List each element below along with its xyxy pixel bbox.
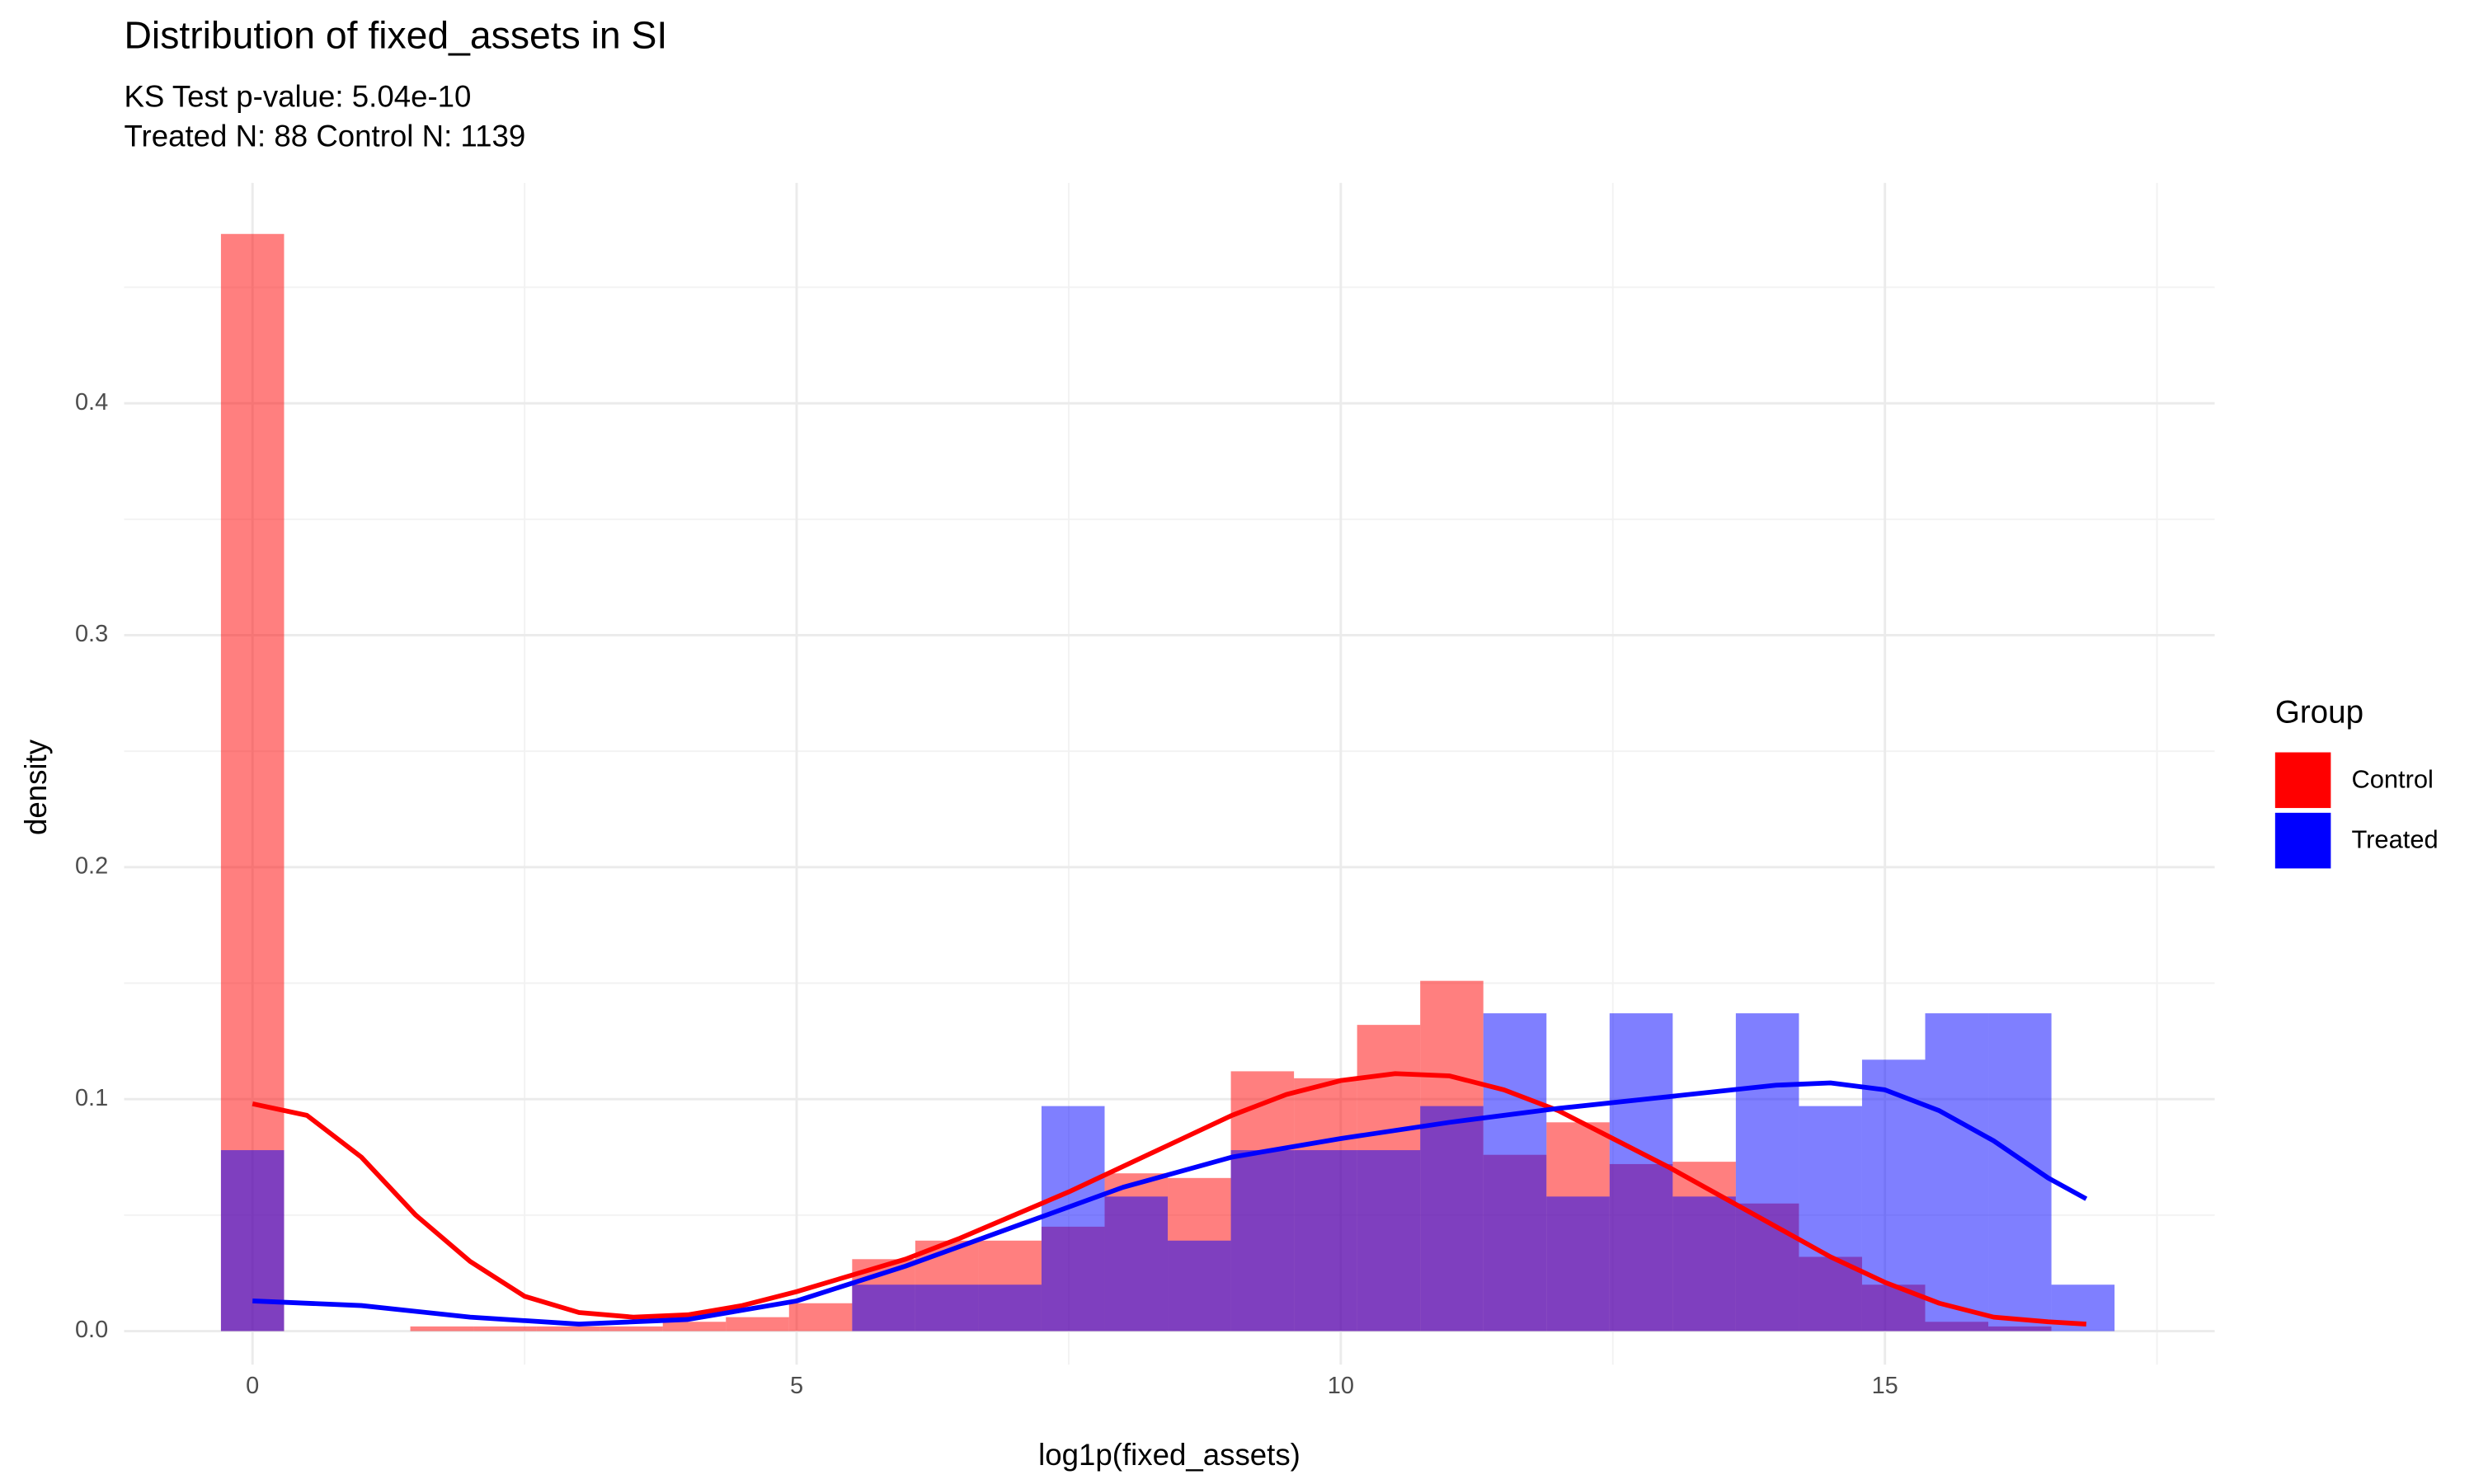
histogram-bars [220, 233, 2115, 1331]
legend-key [2274, 812, 2331, 869]
histogram-bar [1925, 1013, 1989, 1331]
histogram-bar [1546, 1196, 1610, 1331]
histogram-bar [662, 1322, 727, 1331]
histogram-bar [1357, 1150, 1421, 1331]
histogram-bar [1735, 1013, 1799, 1331]
chart-title: Distribution of fixed_assets in SI [124, 14, 667, 57]
x-tick-label: 10 [1328, 1373, 1354, 1399]
histogram-bar [1104, 1196, 1169, 1331]
histogram-bar [1041, 1106, 1105, 1331]
y-tick-label: 0.1 [75, 1085, 108, 1111]
y-axis-label: density [19, 739, 53, 835]
histogram-bar [220, 233, 285, 1331]
legend: Group Control Treated [2274, 694, 2439, 869]
histogram-bar [1672, 1196, 1736, 1331]
legend-label: Treated [2351, 825, 2438, 854]
histogram-bar [1230, 1150, 1295, 1331]
y-tick-label: 0.4 [75, 389, 108, 416]
histogram-bar [536, 1326, 600, 1331]
histogram-bar [915, 1284, 979, 1331]
legend-title: Group [2275, 694, 2363, 730]
histogram-bar [726, 1317, 789, 1331]
chart-subtitle: Treated N: 88 Control N: 1139 [124, 120, 525, 153]
histogram-bar [788, 1303, 853, 1331]
x-axis-label: log1p(fixed_assets) [1038, 1438, 1300, 1472]
y-tick-label: 0.2 [75, 852, 108, 879]
histogram-bar [410, 1326, 474, 1331]
legend-key [2274, 752, 2331, 809]
density-line [252, 1080, 2088, 1327]
x-tick-label: 0 [246, 1373, 259, 1399]
histogram-bar [1799, 1106, 1862, 1331]
histogram-bar [1483, 1013, 1547, 1331]
histogram-bar [1294, 1150, 1357, 1331]
histogram-bar [1168, 1240, 1231, 1331]
chart-subtitle: KS Test p-value: 5.04e-10 [124, 79, 471, 113]
x-tick-label: 5 [790, 1373, 803, 1399]
y-tick-label: 0.0 [75, 1317, 108, 1343]
density-lines [252, 1071, 2088, 1327]
histogram-bar [978, 1284, 1042, 1331]
legend-label: Control [2351, 764, 2433, 793]
histogram-bar [600, 1326, 663, 1331]
histogram-bar [1420, 1106, 1484, 1331]
histogram-bar [852, 1284, 915, 1331]
density-line [252, 1071, 2086, 1327]
x-tick-label: 15 [1872, 1373, 1898, 1399]
histogram-bar [1609, 1013, 1673, 1331]
y-tick-label: 0.3 [75, 621, 108, 647]
histogram-bar [473, 1326, 537, 1331]
